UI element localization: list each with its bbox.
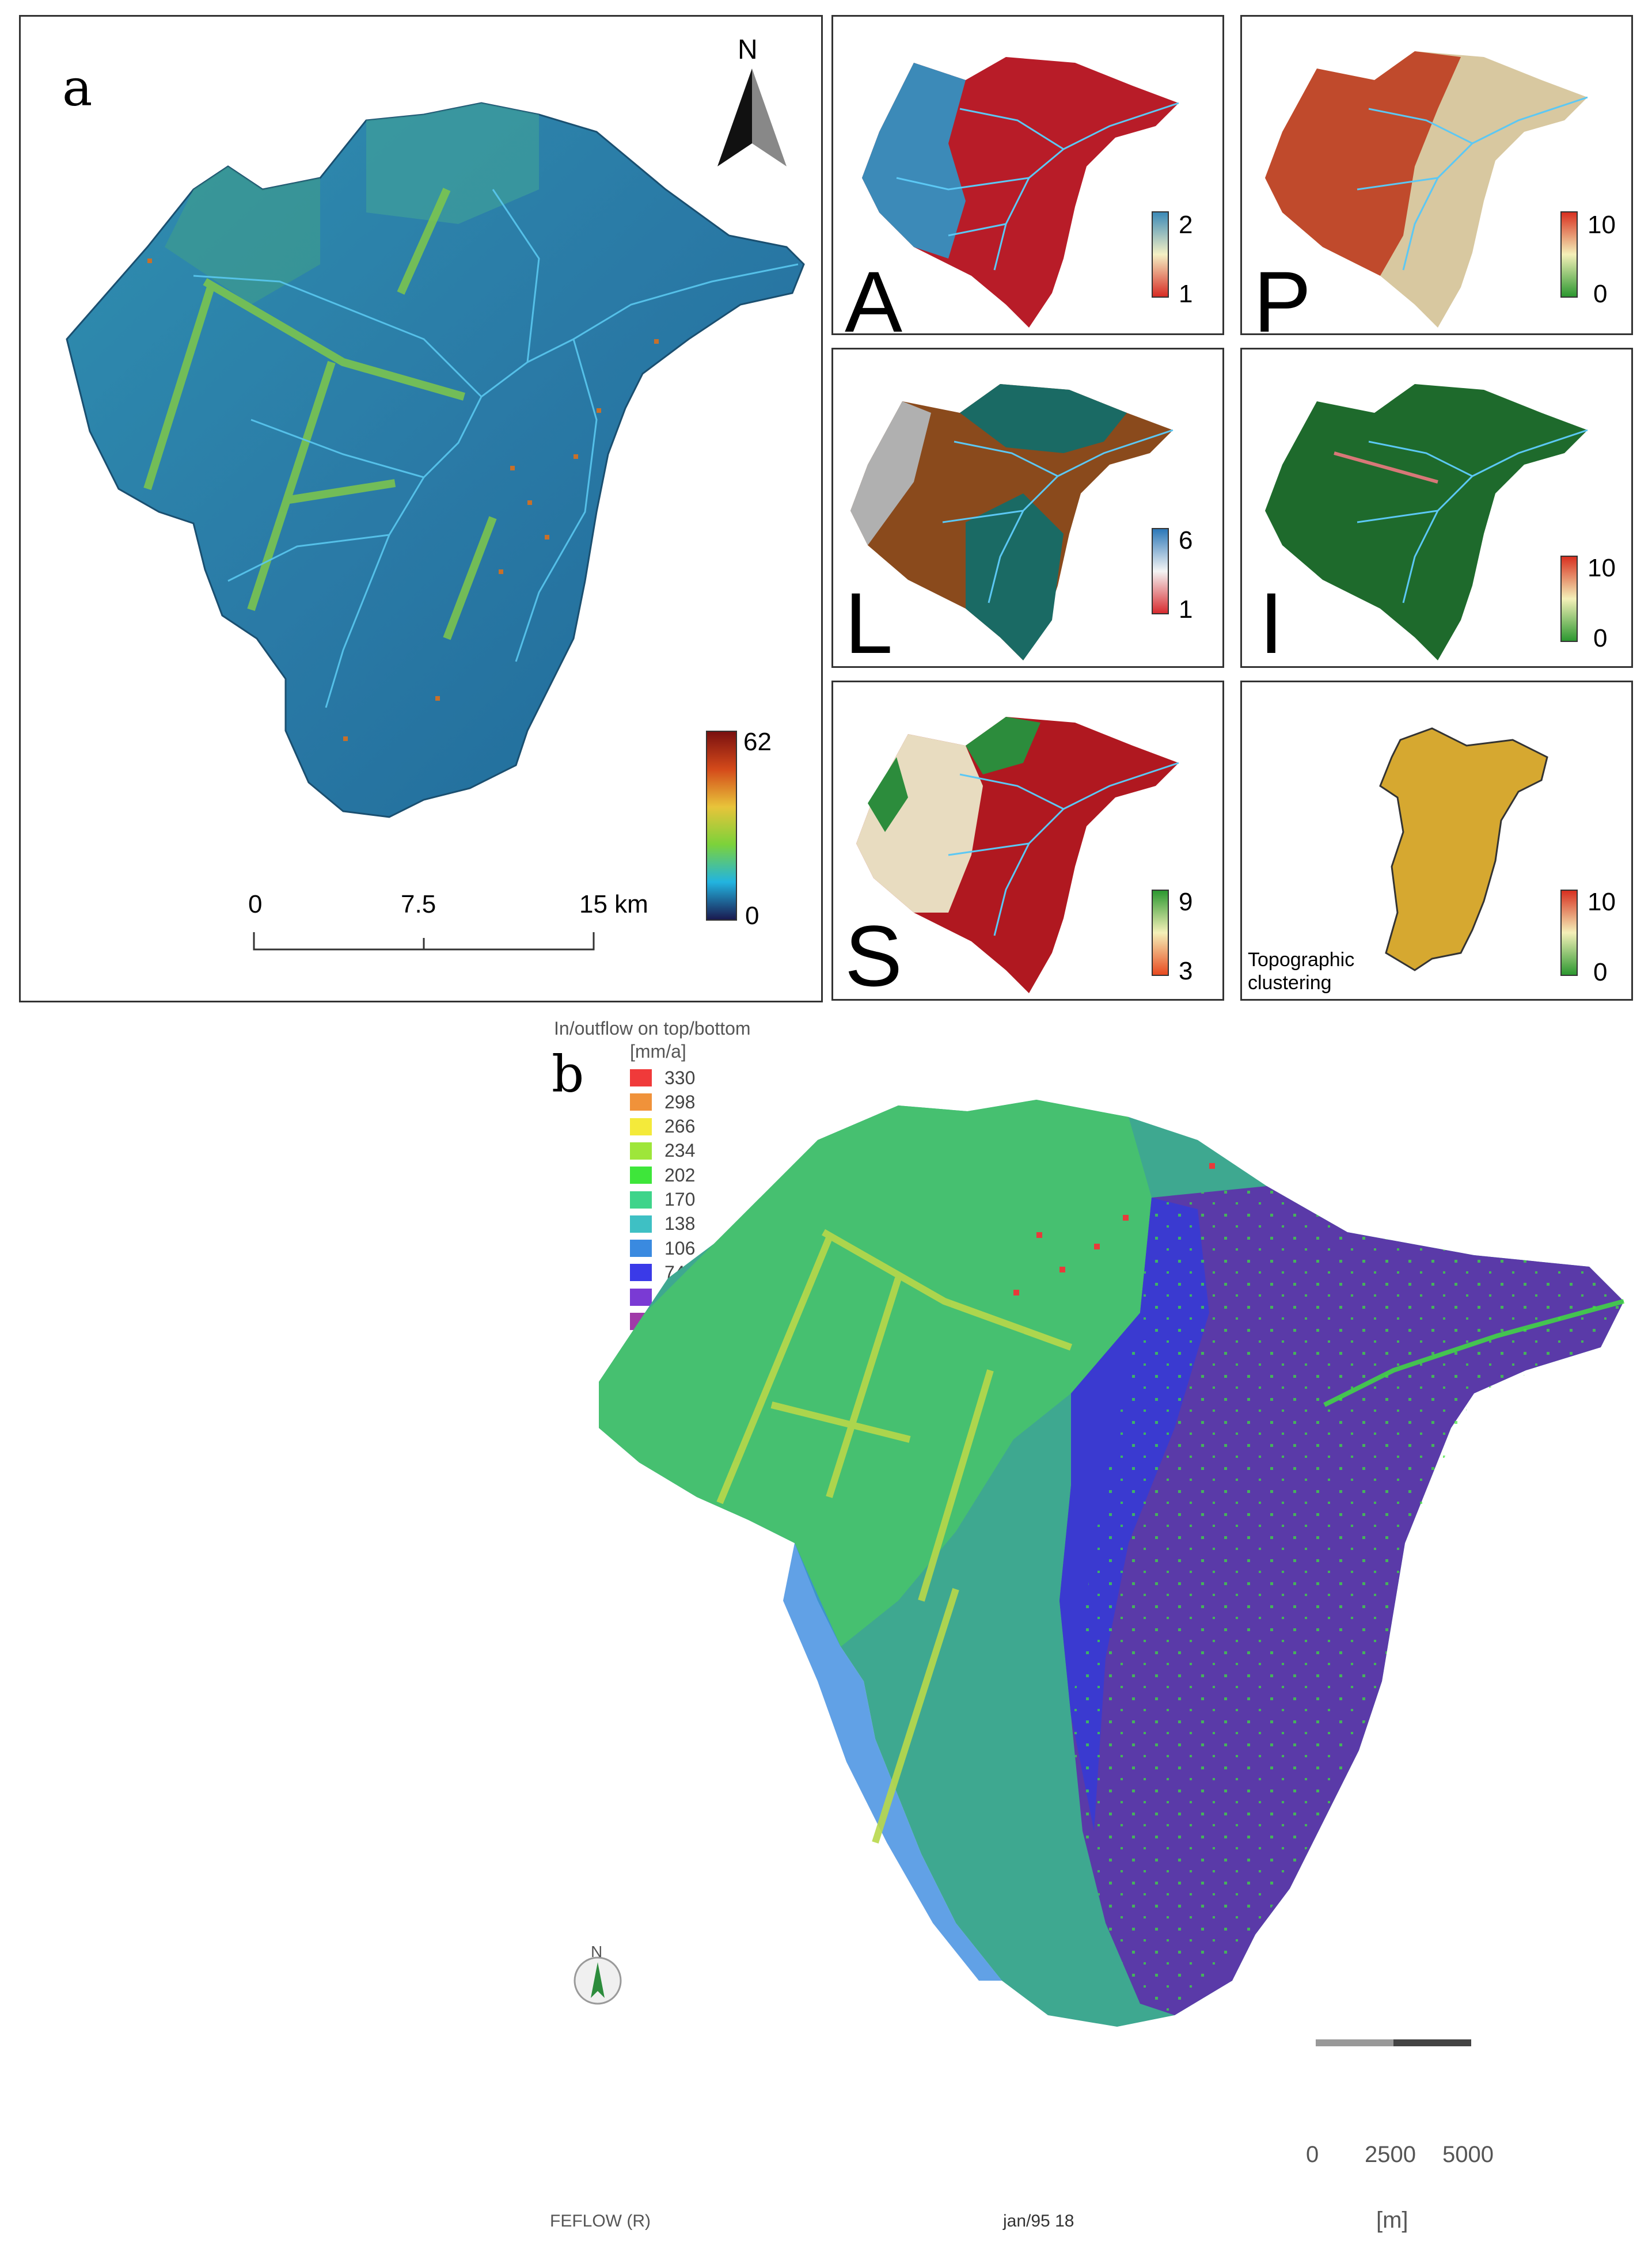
legend-item: 202 xyxy=(630,1164,696,1186)
subpanel-S-colorbar xyxy=(1152,890,1169,976)
panel-a: a N 62 0 0 7.5 15 km xyxy=(19,15,823,1002)
panel-b-map xyxy=(574,1100,1625,2046)
subpanel-I-colorbar xyxy=(1560,556,1578,642)
subpanel-A-map xyxy=(862,57,1179,328)
legend-swatch xyxy=(630,1118,652,1135)
subpanel-I-min: 0 xyxy=(1593,624,1608,652)
subpanel-P-map xyxy=(1265,51,1588,328)
scale-a-t1: 7.5 xyxy=(401,890,436,918)
subpanel-tc-colorbar xyxy=(1560,890,1578,976)
panel-a-legend-min: 0 xyxy=(745,902,759,930)
subpanel-A-max: 2 xyxy=(1179,211,1193,239)
legend-swatch xyxy=(630,1142,652,1160)
legend-value: 234 xyxy=(664,1140,696,1161)
legend-item: 234 xyxy=(630,1140,696,1161)
subpanel-L-map xyxy=(850,384,1174,660)
subpanel-P-max: 10 xyxy=(1588,211,1616,239)
legend-item: 298 xyxy=(630,1091,696,1112)
north-label: N xyxy=(738,35,758,65)
scale-b-t1: 2500 xyxy=(1365,2142,1416,2167)
subpanel-tc-caption: Topographic clustering xyxy=(1248,949,1355,994)
subpanel-S-map xyxy=(856,717,1179,993)
scale-b-unit: [m] xyxy=(1376,2208,1408,2233)
north-icon-b xyxy=(574,1956,622,2005)
subpanel-I: I 10 0 xyxy=(1240,348,1633,668)
subpanel-P-letter: P xyxy=(1254,253,1312,335)
feflow-label: FEFLOW (R) xyxy=(550,2212,651,2231)
legend-value: 138 xyxy=(664,1213,696,1234)
scale-bar-a xyxy=(253,932,595,951)
scale-b-t2: 5000 xyxy=(1442,2142,1494,2167)
subpanel-tc-max: 10 xyxy=(1588,888,1616,916)
subpanel-A-letter: A xyxy=(845,253,903,335)
legend-swatch xyxy=(630,1240,652,1257)
legend-value: 298 xyxy=(664,1091,696,1112)
panel-a-colorbar xyxy=(706,731,737,921)
legend-item: 106 xyxy=(630,1237,696,1259)
legend-unit: [mm/a] xyxy=(630,1041,686,1062)
subpanel-topographic-clustering: Topographic clustering 10 0 xyxy=(1240,681,1633,1001)
subpanel-I-map xyxy=(1265,384,1588,660)
subpanel-L-min: 1 xyxy=(1179,595,1193,624)
panel-a-letter: a xyxy=(62,58,93,117)
subpanel-A: A 2 1 xyxy=(831,15,1224,335)
north-label-b: N xyxy=(591,1943,603,1961)
legend-swatch xyxy=(630,1191,652,1209)
subpanel-A-colorbar xyxy=(1152,211,1169,298)
legend-value: 266 xyxy=(664,1116,696,1137)
scale-a-t0: 0 xyxy=(248,890,263,918)
panel-a-map xyxy=(66,102,805,818)
subpanel-S: S 9 3 xyxy=(831,681,1224,1001)
subpanel-A-min: 1 xyxy=(1179,280,1193,308)
subpanel-P-colorbar xyxy=(1560,211,1578,298)
legend-swatch xyxy=(630,1069,652,1086)
subpanel-S-max: 9 xyxy=(1179,888,1193,916)
scale-b-t0: 0 xyxy=(1306,2142,1319,2167)
legend-value: 330 xyxy=(664,1067,696,1088)
subpanel-tc-map xyxy=(1379,727,1548,971)
legend-value: 202 xyxy=(664,1164,696,1186)
panel-a-legend-max: 62 xyxy=(743,728,772,756)
legend-item: 138 xyxy=(630,1213,696,1234)
north-arrow-icon: N xyxy=(712,34,792,166)
subpanel-L-colorbar xyxy=(1152,528,1169,614)
legend-swatch xyxy=(630,1093,652,1111)
date-label: jan/95 18 xyxy=(1003,2212,1074,2231)
legend-title: In/outflow on top/bottom xyxy=(554,1018,751,1039)
scale-a-t2: 15 km xyxy=(579,890,648,918)
subpanel-I-max: 10 xyxy=(1588,554,1616,582)
subpanel-S-min: 3 xyxy=(1179,957,1193,985)
legend-item: 266 xyxy=(630,1116,696,1137)
legend-value: 106 xyxy=(664,1237,696,1259)
legend-swatch xyxy=(630,1288,652,1306)
legend-item: 330 xyxy=(630,1067,696,1088)
subpanel-P: P 10 0 xyxy=(1240,15,1633,335)
subpanel-P-min: 0 xyxy=(1593,280,1608,308)
subpanel-L-max: 6 xyxy=(1179,526,1193,554)
panel-b-letter: b xyxy=(552,1044,584,1104)
legend-item: 170 xyxy=(630,1189,696,1210)
scale-bar-b xyxy=(1316,2039,1471,2046)
legend-value: 170 xyxy=(664,1189,696,1210)
subpanel-S-letter: S xyxy=(845,907,903,1001)
subpanel-L-letter: L xyxy=(845,575,893,668)
subpanel-L: L 6 1 xyxy=(831,348,1224,668)
legend-swatch xyxy=(630,1167,652,1184)
legend-swatch xyxy=(630,1215,652,1233)
subpanel-tc-min: 0 xyxy=(1593,958,1608,986)
legend-swatch xyxy=(630,1264,652,1282)
subpanel-I-letter: I xyxy=(1259,575,1283,668)
